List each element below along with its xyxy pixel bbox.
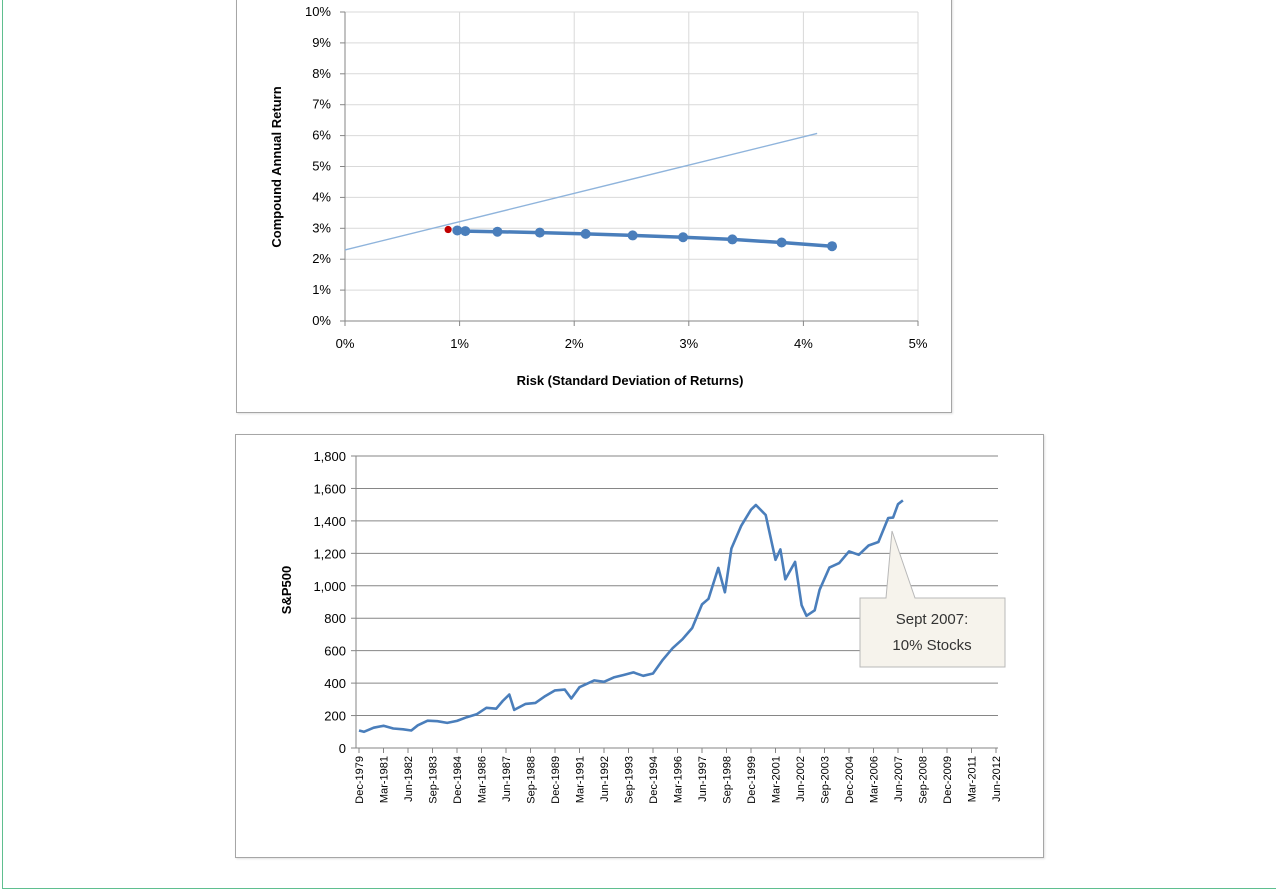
y-tick-label: 200 (324, 709, 346, 724)
x-tick-label: Dec-1994 (648, 756, 660, 804)
y-axis-title: Compound Annual Return (269, 86, 284, 247)
series-point (534, 227, 545, 238)
x-tick-label: Dec-2004 (844, 756, 856, 804)
x-tick-label: Dec-1984 (452, 756, 464, 804)
y-tick-label: 10% (305, 4, 331, 19)
x-tick-label: Mar-1996 (673, 756, 685, 803)
y-tick-label: 1,200 (313, 546, 346, 561)
y-tick-label: 5% (312, 159, 331, 174)
y-tick-label: 800 (324, 611, 346, 626)
x-tick-label: Sep-1993 (624, 756, 636, 804)
x-tick-label: Mar-1991 (575, 756, 587, 803)
x-tick-label: 0% (336, 336, 355, 351)
x-tick-label: Jun-1982 (403, 756, 415, 802)
series-point (776, 237, 787, 248)
x-tick-label: Mar-2011 (967, 756, 979, 802)
sp500-chart-svg: 0 200 400 600 800 1,000 1,200 1,400 1,600 1,800 De… (279, 449, 1006, 804)
risk-return-chart: 0% 1% 2% 3% 4% 5% 6% 7% 8% 9% 10% 0% 1% 2% 3% 4% 5% Comp… (236, 0, 952, 413)
x-tick-label: 3% (679, 336, 698, 351)
x-tick-label: Mar-1981 (379, 756, 391, 803)
y-tick-label: 3% (312, 220, 331, 235)
x-tick-label: Dec-1979 (354, 756, 366, 804)
callout: Sept 2007: 10% Stocks (859, 530, 1006, 668)
callout-box (859, 530, 1006, 668)
series-point (627, 230, 638, 241)
x-tick-label: Dec-1999 (746, 756, 758, 804)
x-tick-label: Jun-1992 (599, 756, 611, 802)
x-tick-label: Jun-1987 (501, 756, 513, 802)
y-tick-label: 1,800 (313, 449, 346, 464)
y-tick-label: 1,400 (313, 514, 346, 529)
x-tick-label: Sep-1988 (526, 756, 538, 804)
highlight-point (444, 225, 452, 234)
x-tick-label: 1% (450, 336, 469, 351)
y-tick-label: 400 (324, 676, 346, 691)
trend-line (344, 132, 818, 251)
y-tick-label: 6% (312, 128, 331, 143)
y-tick-label: 0% (312, 313, 331, 328)
x-tick-label: 4% (794, 336, 813, 351)
sp500-series-line (358, 499, 904, 734)
y-tick-label: 7% (312, 97, 331, 112)
series-point (678, 232, 689, 243)
x-tick-label: Dec-1989 (550, 756, 562, 804)
page-frame-bottom (2, 888, 1276, 889)
y-tick-label: 8% (312, 66, 331, 81)
y-tick-label: 2% (312, 251, 331, 266)
y-tick-label: 1% (312, 282, 331, 297)
x-tick-label: Jun-2007 (893, 756, 905, 802)
x-tick-label: Sep-2008 (918, 756, 930, 804)
x-tick-label: Jun-1997 (697, 756, 709, 802)
callout-line-2: 10% Stocks (892, 637, 971, 654)
callout-line-1: Sept 2007: (896, 611, 969, 628)
x-tick-label: Sep-2003 (820, 756, 832, 804)
x-tick-label: 2% (565, 336, 584, 351)
x-tick-label: Jun-2012 (991, 756, 1003, 802)
y-tick-label: 1,000 (313, 579, 346, 594)
x-tick-label: Dec-2009 (942, 756, 954, 804)
y-tick-label: 600 (324, 644, 346, 659)
series-point (492, 226, 503, 237)
series-point (827, 241, 838, 252)
x-tick-label: Jun-2002 (795, 756, 807, 802)
risk-return-chart-svg: 0% 1% 2% 3% 4% 5% 6% 7% 8% 9% 10% 0% 1% 2% 3% 4% 5% Comp… (269, 4, 928, 388)
series-point (452, 225, 463, 236)
page-frame-left (2, 0, 3, 889)
y-tick-label: 9% (312, 35, 331, 50)
x-tick-label: Mar-2006 (869, 756, 881, 803)
y-axis-title: S&P500 (279, 566, 294, 614)
y-tick-label: 1,600 (313, 481, 346, 496)
x-tick-label: Mar-2001 (771, 756, 783, 803)
x-tick-label: 5% (909, 336, 928, 351)
x-tick-label: Sep-1983 (428, 756, 440, 804)
x-tick-label: Mar-1986 (477, 756, 489, 803)
series-point (727, 234, 738, 245)
series-point (580, 228, 591, 239)
y-tick-label: 0 (339, 741, 346, 756)
y-tick-label: 4% (312, 189, 331, 204)
x-tick-label: Sep-1998 (722, 756, 734, 804)
series-line (457, 228, 833, 248)
series-point (460, 226, 471, 237)
x-axis-title: Risk (Standard Deviation of Returns) (517, 373, 744, 388)
sp500-chart: 0 200 400 600 800 1,000 1,200 1,400 1,600 1,800 De… (235, 434, 1044, 858)
